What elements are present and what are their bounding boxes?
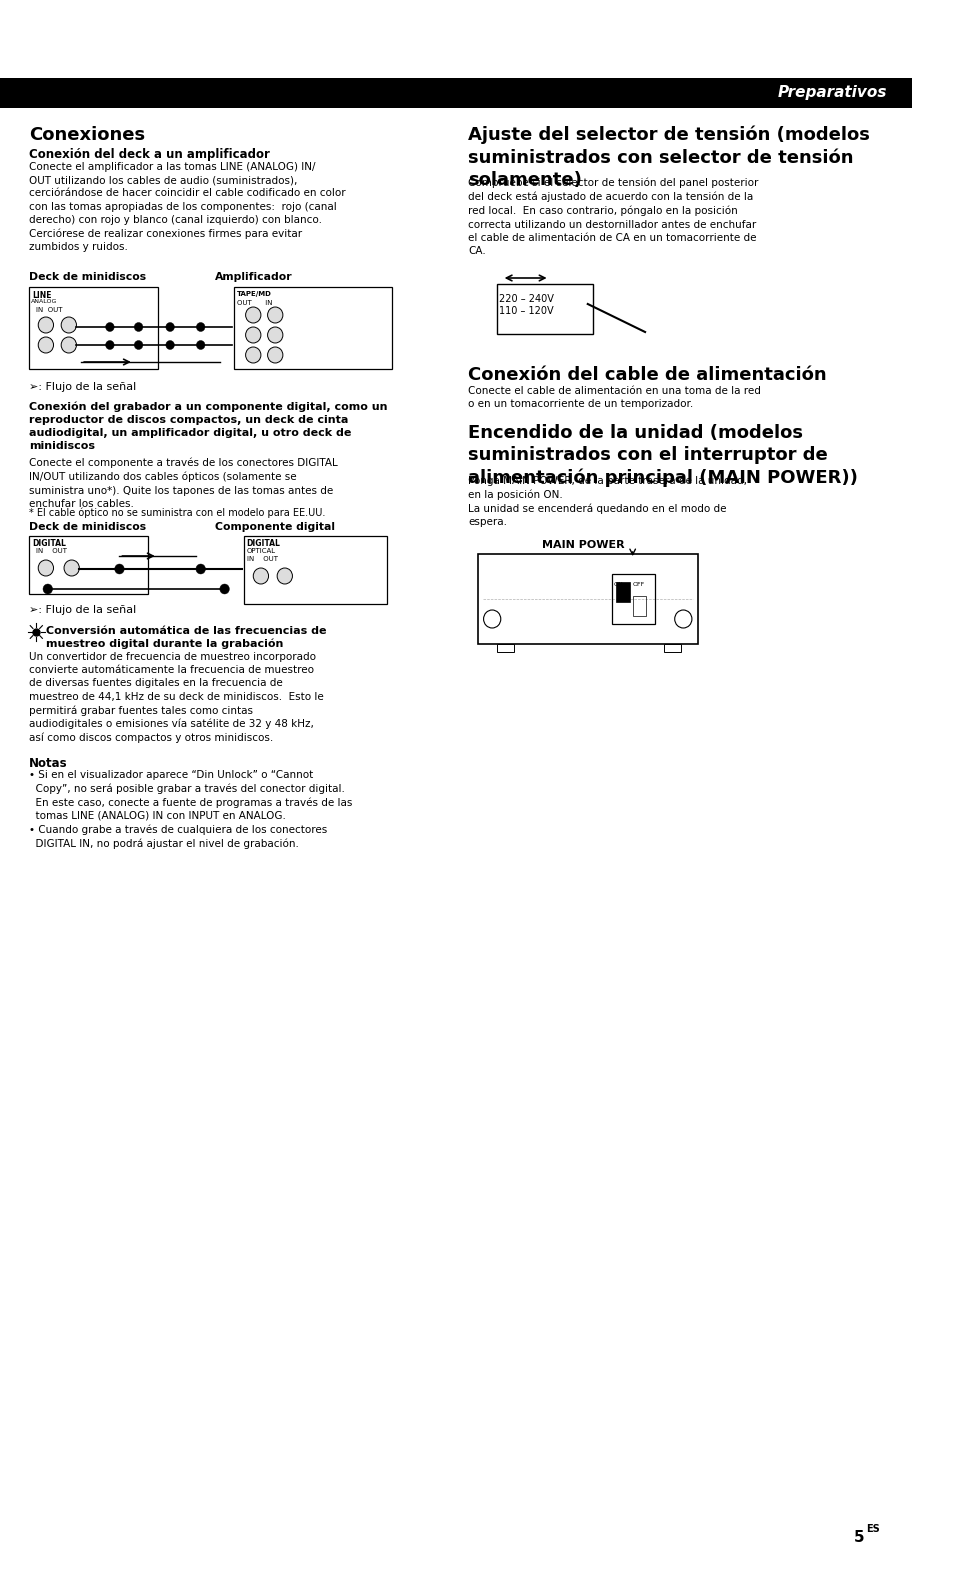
- Bar: [0, 79, 911, 108]
- Text: TAPE/MD: TAPE/MD: [236, 291, 272, 297]
- Circle shape: [166, 322, 174, 332]
- Text: Deck de minidiscos: Deck de minidiscos: [29, 522, 146, 531]
- Circle shape: [61, 336, 76, 354]
- Text: Encendido de la unidad (modelos
suministrados con el interruptor de
alimentación: Encendido de la unidad (modelos suminist…: [468, 424, 858, 487]
- Circle shape: [267, 307, 283, 322]
- Circle shape: [38, 560, 53, 575]
- Text: DIGITAL: DIGITAL: [246, 539, 280, 549]
- Text: * El cable óptico no se suministra con el modelo para EE.UU.: * El cable óptico no se suministra con e…: [29, 508, 325, 519]
- Text: Conexión del cable de alimentación: Conexión del cable de alimentación: [468, 366, 826, 384]
- Bar: [616, 582, 629, 602]
- Circle shape: [277, 567, 293, 585]
- Text: 5: 5: [853, 1530, 863, 1545]
- Circle shape: [245, 307, 260, 322]
- Text: Ajuste del selector de tensión (modelos
suministrados con selector de tensión
so: Ajuste del selector de tensión (modelos …: [468, 126, 869, 189]
- Bar: [29, 288, 157, 369]
- Circle shape: [134, 322, 143, 332]
- Circle shape: [134, 341, 143, 349]
- Text: Conexión del grabador a un componente digital, como un
reproductor de discos com: Conexión del grabador a un componente di…: [29, 401, 387, 451]
- Circle shape: [64, 560, 79, 575]
- Circle shape: [114, 564, 124, 574]
- Text: Conecte el componente a través de los conectores DIGITAL
IN/OUT utilizando dos c: Conecte el componente a través de los co…: [29, 457, 337, 509]
- Circle shape: [267, 327, 283, 343]
- Text: Conecte el amplificador a las tomas LINE (ANALOG) IN/
OUT utilizando los cables : Conecte el amplificador a las tomas LINE…: [29, 162, 345, 252]
- Text: Conversión automática de las frecuencias de
muestreo digital durante la grabació: Conversión automática de las frecuencias…: [46, 626, 326, 649]
- Circle shape: [166, 341, 174, 349]
- Circle shape: [219, 585, 229, 594]
- Circle shape: [61, 318, 76, 333]
- Circle shape: [196, 341, 205, 349]
- Bar: [477, 553, 697, 645]
- Circle shape: [106, 341, 114, 349]
- Text: • Si en el visualizador aparece “Din Unlock” o “Cannot
  Copy”, no será posible : • Si en el visualizador aparece “Din Unl…: [29, 770, 352, 849]
- Text: Amplificador: Amplificador: [214, 272, 293, 281]
- Text: Componente digital: Componente digital: [214, 522, 335, 531]
- Text: LINE: LINE: [32, 291, 52, 300]
- Bar: [497, 285, 592, 333]
- Text: ANALOG: ANALOG: [30, 299, 57, 303]
- Text: Notas: Notas: [29, 758, 68, 770]
- Circle shape: [106, 322, 114, 332]
- Text: OUT      IN: OUT IN: [236, 300, 273, 307]
- Text: Conexión del deck a un amplificador: Conexión del deck a un amplificador: [29, 148, 270, 160]
- Text: MAIN POWER: MAIN POWER: [541, 541, 623, 550]
- Circle shape: [253, 567, 268, 585]
- Text: ON: ON: [613, 582, 622, 586]
- Circle shape: [196, 322, 205, 332]
- Text: Un convertidor de frecuencia de muestreo incorporado
convierte automáticamente l: Un convertidor de frecuencia de muestreo…: [29, 652, 323, 744]
- Text: Preparativos: Preparativos: [777, 85, 886, 101]
- Circle shape: [38, 336, 53, 354]
- Text: OFF: OFF: [632, 582, 644, 586]
- Bar: [611, 574, 654, 624]
- Text: IN    OUT: IN OUT: [36, 549, 68, 553]
- Text: IN    OUT: IN OUT: [246, 556, 277, 563]
- Circle shape: [674, 610, 691, 627]
- Bar: [663, 645, 680, 652]
- Circle shape: [38, 318, 53, 333]
- Text: Deck de minidiscos: Deck de minidiscos: [29, 272, 146, 281]
- Circle shape: [43, 585, 52, 594]
- Text: Conecte el cable de alimentación en una toma de la red
o en un tomacorriente de : Conecte el cable de alimentación en una …: [468, 387, 760, 409]
- Bar: [497, 645, 514, 652]
- Circle shape: [245, 347, 260, 363]
- Text: 220 – 240V: 220 – 240V: [498, 294, 553, 303]
- Text: ➢: Flujo de la señal: ➢: Flujo de la señal: [29, 605, 135, 615]
- Text: Ponga MAIN POWER, de la parte trasera de la unidad,
en la posición ON.
La unidad: Ponga MAIN POWER, de la parte trasera de…: [468, 476, 746, 527]
- Circle shape: [245, 327, 260, 343]
- Circle shape: [267, 347, 283, 363]
- Bar: [632, 596, 645, 616]
- Bar: [29, 536, 148, 594]
- Text: ➢: Flujo de la señal: ➢: Flujo de la señal: [29, 382, 135, 391]
- Text: 110 – 120V: 110 – 120V: [498, 307, 553, 316]
- Text: DIGITAL: DIGITAL: [32, 539, 67, 549]
- Text: Conexiones: Conexiones: [29, 126, 145, 145]
- Text: Compruebe si el selector de tensión del panel posterior
del deck está ajustado d: Compruebe si el selector de tensión del …: [468, 178, 758, 256]
- Bar: [243, 536, 387, 604]
- Bar: [233, 288, 392, 369]
- Text: OPTICAL: OPTICAL: [246, 549, 275, 553]
- Text: ES: ES: [865, 1523, 879, 1534]
- Circle shape: [483, 610, 500, 627]
- Circle shape: [195, 564, 205, 574]
- Text: IN  OUT: IN OUT: [36, 307, 63, 313]
